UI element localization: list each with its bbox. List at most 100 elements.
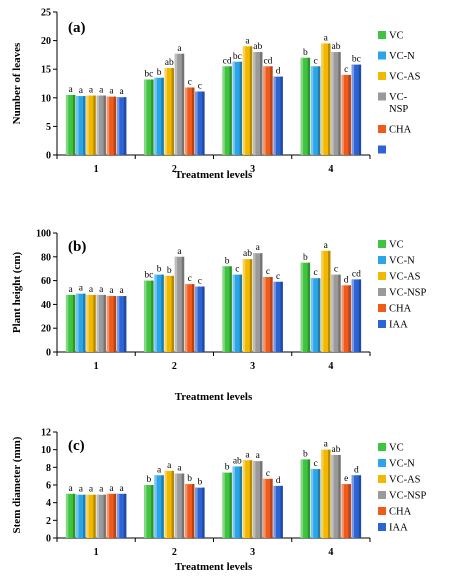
bar-2-1 [76, 293, 86, 352]
y-tick-label: 40 [41, 300, 51, 311]
bar-shade [202, 487, 205, 538]
bar-1-3 [222, 66, 232, 155]
significance-letter: c [266, 267, 270, 277]
bar-4-1 [96, 494, 106, 538]
bar-highlight [263, 277, 266, 352]
bar-6-1 [116, 97, 127, 155]
bar-6-3 [273, 281, 283, 352]
y-tick-label: 2 [46, 516, 51, 527]
bar-5-3 [263, 478, 273, 538]
bar-highlight [253, 461, 256, 538]
legend-label-line: VC-AS [389, 272, 421, 283]
bar-6-1 [116, 296, 127, 352]
legend-item: VC [378, 443, 404, 454]
significance-letter: c [344, 65, 348, 75]
bar-5-4 [341, 484, 351, 538]
significance-letter: ab [331, 445, 340, 455]
significance-letter: a [245, 36, 250, 46]
legend-label: VC-AS [389, 72, 421, 83]
bar-highlight [232, 466, 236, 538]
bar-highlight [116, 97, 120, 155]
legend-swatch [378, 304, 386, 312]
bar-shade [161, 77, 164, 155]
bar-highlight [300, 459, 304, 538]
bar-shade [328, 43, 331, 155]
significance-letter: a [89, 485, 94, 495]
significance-letter: a [245, 450, 250, 460]
bar-highlight [331, 454, 334, 538]
significance-letter: e [344, 474, 348, 484]
legend-item: VC-AS [378, 475, 421, 486]
legend-label: VC-NSP [389, 288, 427, 299]
bar-1-2 [144, 79, 154, 155]
bar-highlight [184, 87, 188, 155]
bar-highlight [273, 485, 276, 538]
significance-letter: a [69, 484, 74, 494]
bar-1-4 [300, 262, 311, 352]
legend-swatch [378, 288, 386, 296]
bar-highlight [195, 91, 198, 155]
bar-shade [191, 484, 195, 538]
bar-5-2 [184, 484, 195, 538]
x-tick-label: 1 [94, 361, 99, 372]
bar-shade [270, 277, 273, 352]
bar-2-4 [310, 66, 321, 155]
x-tick-label: 3 [250, 361, 255, 372]
legend-swatch [378, 459, 386, 467]
y-tick-label: 6 [46, 481, 51, 492]
bar-highlight [351, 64, 355, 155]
y-tick-label: 60 [41, 276, 51, 287]
significance-letter: b [157, 265, 162, 275]
panel-label: (c) [68, 438, 85, 454]
bar-2-3 [232, 61, 243, 155]
bar-shade [358, 475, 362, 538]
bar-6-3 [273, 485, 283, 538]
bar-highlight [351, 279, 355, 352]
bar-highlight [331, 52, 334, 155]
significance-letter: b [167, 266, 172, 276]
x-tick-label: 4 [328, 547, 333, 558]
bar-1-4 [300, 459, 311, 538]
legend-label-line: VC-N [389, 51, 415, 62]
significance-letter: b [225, 256, 230, 266]
bar-shade [270, 66, 273, 155]
bar-shade [307, 459, 311, 538]
bar-5-4 [341, 74, 351, 155]
bar-shade [171, 68, 174, 155]
bar-shade [83, 96, 86, 155]
bar-highlight [76, 96, 79, 155]
bar-5-1 [106, 493, 117, 538]
bar-2-2 [154, 77, 164, 155]
bar-highlight [310, 66, 314, 155]
x-axis-title: Treatment levels [175, 391, 253, 403]
significance-letter: ab [233, 456, 242, 466]
bar-1-1 [65, 294, 76, 352]
bar-highlight [232, 274, 236, 352]
bar-5-3 [263, 277, 273, 352]
bar-shade [317, 469, 321, 538]
legend-swatch [378, 320, 386, 328]
significance-letter: a [177, 464, 182, 474]
significance-letter: a [256, 451, 261, 461]
significance-letter: cd [263, 56, 272, 66]
legend-label-line: IAA [389, 320, 408, 331]
legend-label: VC-AS [389, 475, 421, 486]
y-tick-label: 15 [41, 65, 51, 76]
legend-swatch [378, 523, 386, 531]
legend-label-line: VC-N [389, 256, 415, 267]
y-tick-label: 0 [46, 534, 51, 545]
bar-5-4 [341, 285, 351, 352]
legend-label: VC [389, 443, 404, 454]
bar-shade [280, 485, 283, 538]
y-tick-label: 80 [41, 252, 51, 263]
bar-shade [103, 95, 106, 155]
bar-shade [103, 494, 106, 538]
legend-label-line: IAA [389, 523, 408, 534]
x-tick-label: 4 [328, 361, 333, 372]
significance-letter: b [225, 463, 230, 473]
x-axis-title: Treatment levels [175, 169, 253, 181]
legend-swatch [378, 272, 386, 280]
legend-label: VC [389, 31, 404, 42]
bar-highlight [300, 262, 304, 352]
bar-shade [229, 472, 232, 538]
